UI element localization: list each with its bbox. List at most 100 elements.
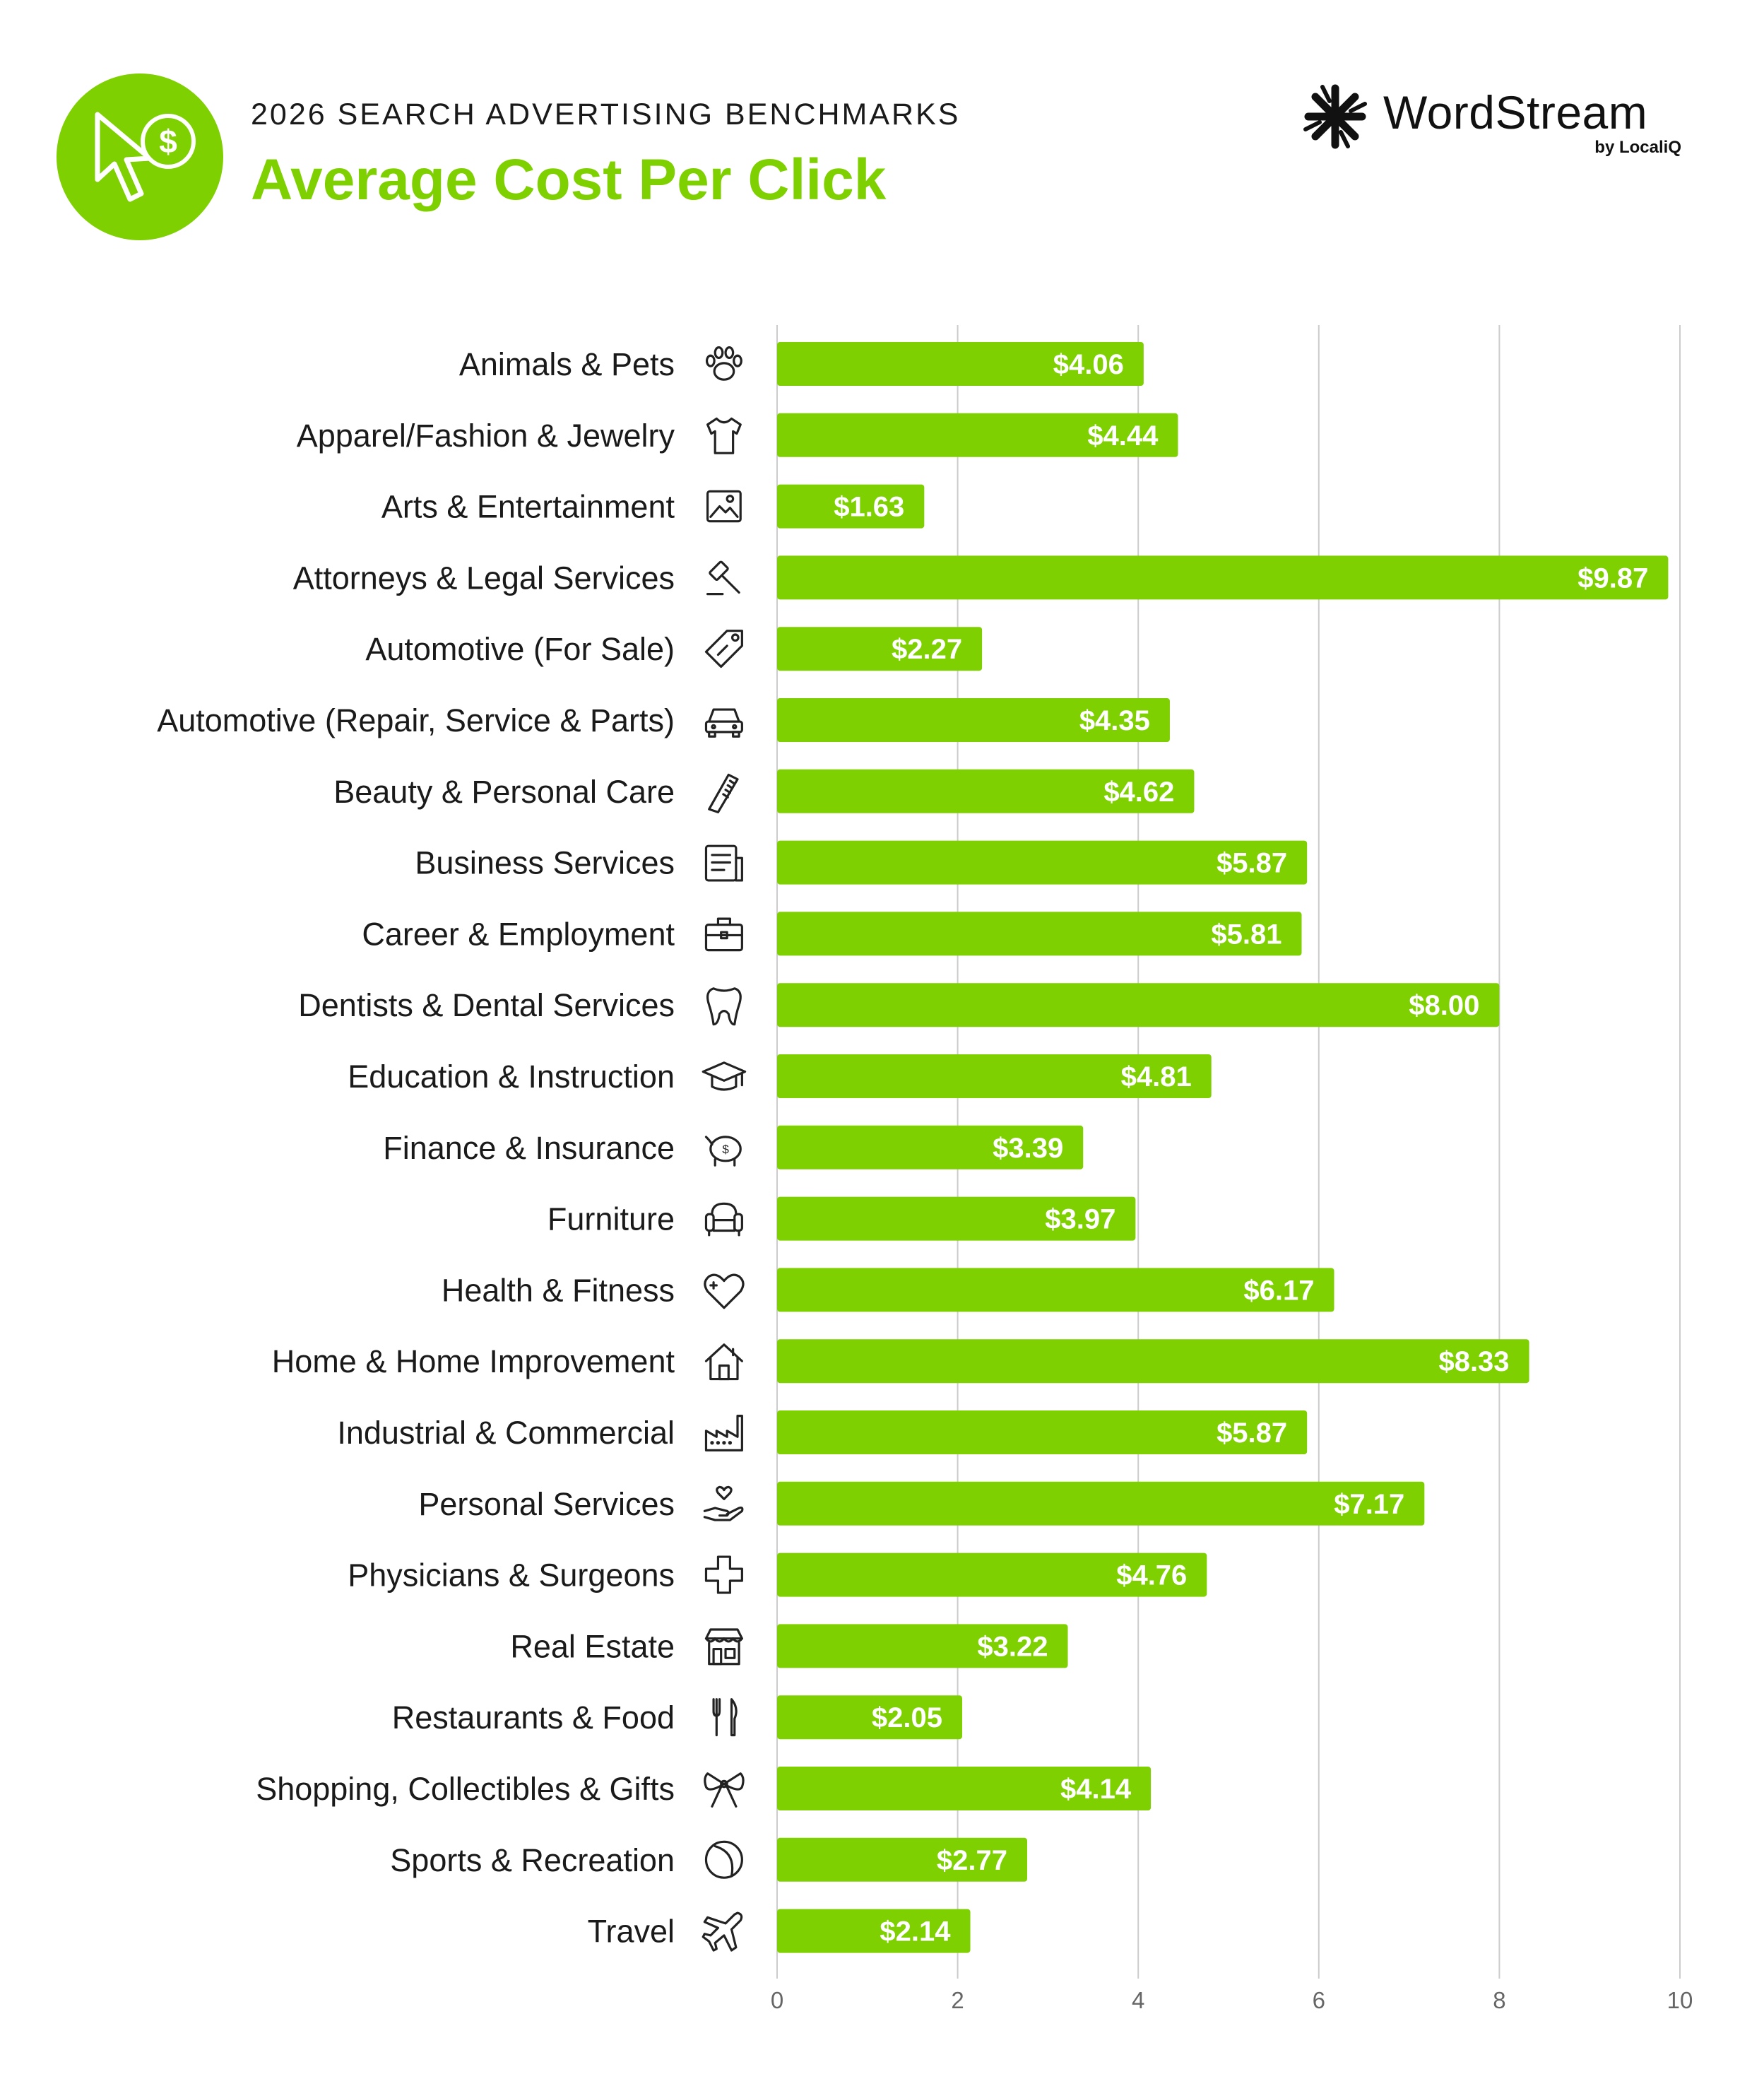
category-label: Shopping, Collectibles & Gifts [256, 1771, 675, 1807]
category-label: Real Estate [510, 1628, 675, 1664]
bar [777, 1909, 971, 1953]
category-label: Health & Fitness [442, 1272, 675, 1308]
price-tag-icon [704, 630, 743, 668]
piggy-bank-icon: $ [704, 1136, 742, 1167]
brand-subtitle: by LocaliQ [1594, 138, 1681, 157]
bar-value-label: $4.35 [1079, 705, 1150, 736]
category-label: Dentists & Dental Services [298, 987, 675, 1023]
bar-value-label: $8.33 [1438, 1346, 1509, 1377]
ball-icon [704, 1840, 743, 1879]
cursor-dollar-icon: $ [57, 73, 223, 240]
x-tick-label: 4 [1132, 1987, 1144, 2013]
paw-icon [705, 346, 742, 381]
category-label: Apparel/Fashion & Jewelry [297, 418, 675, 454]
bar-value-label: $9.87 [1577, 562, 1648, 594]
bar [777, 342, 1144, 386]
bar-value-label: $8.00 [1409, 990, 1479, 1021]
bar [777, 1268, 1334, 1312]
bar [777, 912, 1302, 956]
bar-value-label: $3.97 [1045, 1204, 1115, 1235]
category-label: Attorneys & Legal Services [293, 560, 675, 596]
category-label: Business Services [415, 845, 675, 881]
category-label: Beauty & Personal Care [333, 774, 675, 810]
bar-value-label: $5.87 [1217, 1418, 1287, 1449]
airplane-icon [702, 1911, 743, 1952]
category-label: Automotive (Repair, Service & Parts) [157, 702, 675, 738]
bar [777, 1196, 1136, 1241]
bar [777, 484, 925, 529]
chart-title: Average Cost Per Click [251, 148, 887, 212]
heart-plus-icon [704, 1273, 745, 1309]
comb-icon [708, 773, 739, 813]
gavel-icon [706, 560, 740, 596]
bar-value-label: $1.63 [834, 492, 904, 523]
category-labels: Animals & Pets Apparel/Fashion & Jewelry A… [157, 346, 675, 1950]
svg-text:$: $ [722, 1143, 729, 1156]
svg-text:$: $ [159, 123, 177, 160]
storefront-icon [704, 1628, 743, 1666]
bar [777, 1767, 1152, 1810]
x-tick-label: 6 [1313, 1987, 1325, 2013]
category-label: Career & Employment [362, 916, 675, 952]
bar [777, 1695, 962, 1740]
category-label: Industrial & Commercial [337, 1415, 675, 1451]
bar-value-label: $6.17 [1243, 1275, 1314, 1306]
bar [777, 555, 1669, 600]
x-axis-ticks: 0 2 4 6 8 10 [771, 1987, 1693, 2013]
category-icons: $ [702, 346, 747, 1952]
car-icon [704, 708, 743, 738]
x-tick-label: 10 [1667, 1987, 1693, 2013]
bar [777, 413, 1178, 457]
graduation-cap-icon [702, 1061, 747, 1091]
bar-value-label: $5.87 [1217, 848, 1287, 879]
house-icon [704, 1343, 743, 1381]
bar-value-label: $4.81 [1121, 1061, 1192, 1092]
category-label: Animals & Pets [459, 346, 675, 382]
brand-name: WordStream [1383, 86, 1648, 139]
bar [777, 1339, 1529, 1384]
bar [777, 1837, 1028, 1882]
category-label: Physicians & Surgeons [348, 1557, 675, 1593]
category-label: Automotive (For Sale) [365, 631, 675, 667]
bar [777, 1481, 1425, 1526]
bar-value-label: $3.22 [977, 1631, 1048, 1662]
category-label: Furniture [547, 1201, 675, 1237]
bar-value-label: $4.14 [1060, 1774, 1132, 1805]
brand-logo: WordStream by LocaliQ [1300, 81, 1681, 159]
bar-value-label: $2.77 [937, 1845, 1007, 1876]
bar-value-label: $2.14 [880, 1916, 951, 1948]
category-label: Arts & Entertainment [381, 489, 675, 525]
category-label: Education & Instruction [348, 1059, 675, 1095]
header: $ 2026 SEARCH ADVERTISING BENCHMARKS Ave… [0, 0, 1764, 269]
bar [777, 983, 1500, 1027]
bar [777, 1125, 1084, 1169]
document-icon [704, 844, 743, 882]
shirt-icon [706, 417, 742, 454]
bar [777, 698, 1170, 742]
category-label: Home & Home Improvement [272, 1343, 675, 1379]
bar-value-label: $4.44 [1087, 420, 1159, 452]
bars: $4.06 $4.44 $1.63 $9.87 $2.27 $4.35 $4.62 $5.87… [777, 342, 1669, 1953]
bar [777, 1054, 1212, 1098]
category-label: Restaurants & Food [392, 1699, 675, 1736]
x-tick-label: 2 [951, 1987, 964, 2013]
bar-value-label: $2.27 [892, 634, 962, 665]
category-label: Travel [588, 1914, 675, 1950]
hand-heart-icon [703, 1485, 744, 1521]
bar-value-label: $4.76 [1116, 1560, 1187, 1591]
bar [777, 769, 1195, 813]
chart-kicker: 2026 SEARCH ADVERTISING BENCHMARKS [251, 98, 961, 131]
factory-icon [704, 1415, 743, 1451]
briefcase-icon [704, 917, 743, 952]
category-label: Sports & Recreation [390, 1842, 675, 1878]
category-label: Finance & Insurance [383, 1130, 675, 1166]
fork-knife-icon [712, 1698, 738, 1737]
category-label: Personal Services [418, 1486, 675, 1522]
bar-value-label: $4.06 [1053, 349, 1124, 380]
gift-bow-icon [704, 1772, 745, 1808]
bar [777, 1410, 1308, 1454]
armchair-icon [704, 1202, 743, 1237]
bar-value-label: $4.62 [1103, 777, 1174, 808]
bar-value-label: $5.81 [1211, 919, 1281, 950]
